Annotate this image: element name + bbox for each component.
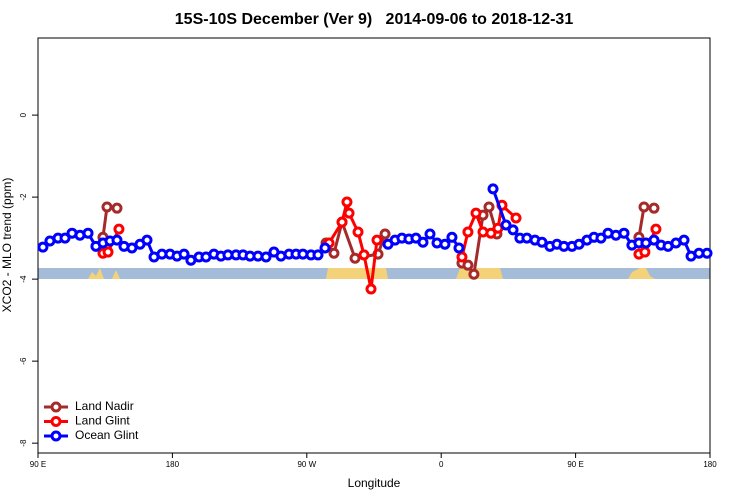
data-point xyxy=(343,207,355,219)
y-tick-label: -2 xyxy=(19,193,28,201)
data-point xyxy=(648,234,660,246)
data-point xyxy=(453,242,465,254)
data-point xyxy=(439,238,451,250)
data-point xyxy=(456,251,468,263)
x-tick-label: 180 xyxy=(703,460,717,469)
data-point xyxy=(101,201,113,213)
data-point xyxy=(82,227,94,239)
data-point xyxy=(336,216,348,228)
data-point xyxy=(470,207,482,219)
data-point xyxy=(507,224,519,236)
legend-marker xyxy=(50,401,62,413)
data-point xyxy=(37,241,49,253)
data-point xyxy=(59,232,71,244)
data-point xyxy=(462,259,474,271)
data-point xyxy=(102,246,114,258)
data-point xyxy=(358,249,370,261)
data-point xyxy=(468,268,480,280)
land-band xyxy=(112,270,120,279)
data-point xyxy=(639,246,651,258)
data-point xyxy=(113,223,125,235)
chart-title: 15S-10S December (Ver 9) 2014-09-06 to 2… xyxy=(175,11,574,28)
data-point xyxy=(260,251,272,263)
x-axis-label: Longitude xyxy=(348,476,401,490)
data-point xyxy=(678,234,690,246)
data-point xyxy=(352,226,364,238)
x-tick-label: 0 xyxy=(439,460,444,469)
data-point xyxy=(319,242,331,254)
y-tick-label: -8 xyxy=(19,439,28,447)
data-point xyxy=(648,202,660,214)
y-tick-label: -4 xyxy=(19,275,28,283)
data-point xyxy=(341,196,353,208)
land-band xyxy=(628,268,655,279)
data-point xyxy=(446,231,458,243)
data-point xyxy=(111,234,123,246)
y-axis-label: XCO2 - MLO trend (ppm) xyxy=(0,178,14,313)
data-point xyxy=(328,247,340,259)
x-tick-label: 90 E xyxy=(30,460,46,469)
data-point xyxy=(141,234,153,246)
data-point xyxy=(536,236,548,248)
data-point xyxy=(178,248,190,260)
data-point xyxy=(365,283,377,295)
data-point xyxy=(349,252,361,264)
data-point xyxy=(424,228,436,240)
land-band xyxy=(456,268,503,279)
land-band xyxy=(326,268,388,279)
data-point xyxy=(650,223,662,235)
data-point xyxy=(483,201,495,213)
data-point xyxy=(701,247,713,259)
x-tick-label: 180 xyxy=(166,460,180,469)
data-point xyxy=(595,232,607,244)
land-band xyxy=(88,268,104,279)
legend-label: Land Nadir xyxy=(75,399,134,413)
data-point xyxy=(379,228,391,240)
legend-label: Ocean Glint xyxy=(75,428,139,442)
legend-label: Land Glint xyxy=(75,414,130,428)
y-tick-label: 0 xyxy=(19,112,28,117)
data-point xyxy=(417,236,429,248)
y-tick-label: -6 xyxy=(19,357,28,365)
data-point xyxy=(111,202,123,214)
data-point xyxy=(618,227,630,239)
x-tick-label: 90 W xyxy=(297,460,316,469)
data-point xyxy=(371,234,383,246)
data-point xyxy=(312,249,324,261)
data-point xyxy=(510,212,522,224)
legend-marker xyxy=(50,430,62,442)
data-point xyxy=(462,226,474,238)
x-tick-label: 90 E xyxy=(567,460,583,469)
legend-marker xyxy=(50,416,62,427)
data-point xyxy=(500,219,512,231)
data-point xyxy=(487,183,499,195)
data-point xyxy=(485,227,497,239)
data-point xyxy=(573,238,585,250)
data-point xyxy=(638,201,650,213)
